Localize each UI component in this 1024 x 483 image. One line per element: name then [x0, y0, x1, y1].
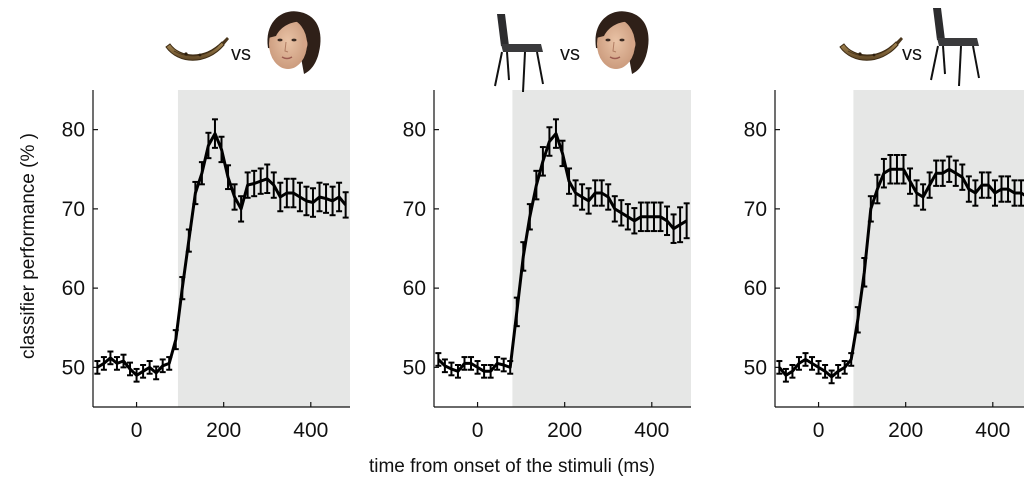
y-tick-label: 70 — [62, 198, 85, 221]
vs-label: vs — [902, 43, 922, 65]
x-tick-label: 200 — [206, 419, 241, 442]
y-tick-label: 70 — [744, 198, 767, 221]
vs-label: vs — [231, 43, 251, 65]
face-icon — [595, 11, 649, 74]
x-axis-title: time from onset of the stimuli (ms) — [369, 456, 655, 477]
x-tick-label: 0 — [813, 419, 825, 442]
banana-icon — [165, 37, 229, 61]
panel-header: vs — [839, 8, 980, 87]
error-bar — [94, 360, 101, 375]
y-tick-label: 80 — [403, 119, 426, 142]
x-tick-label: 0 — [472, 419, 484, 442]
x-tick-label: 200 — [547, 419, 582, 442]
series-line — [778, 167, 1024, 379]
error-bar — [683, 202, 690, 240]
chair-icon — [494, 14, 544, 93]
panel-1: 50 60 70 80 0 200 400 vs — [62, 11, 350, 442]
panel-header: vs — [165, 11, 321, 74]
chair-icon — [930, 8, 980, 87]
y-tick-label: 50 — [403, 356, 426, 379]
panel-header: vs — [494, 11, 649, 93]
y-tick-label: 60 — [403, 277, 426, 300]
x-tick-label: 400 — [634, 419, 669, 442]
y-tick-label: 80 — [744, 119, 767, 142]
shaded-region — [177, 90, 350, 407]
banana-icon — [839, 37, 903, 61]
face-icon — [267, 11, 321, 74]
y-tick-label: 50 — [62, 356, 85, 379]
panel-3: 50 60 70 80 0 200 400 vs — [744, 8, 1024, 442]
y-tick-label: 60 — [62, 277, 85, 300]
series-line — [437, 132, 688, 373]
x-tick-label: 400 — [975, 419, 1010, 442]
panel-2: 50 60 70 80 0 200 400 vs — [403, 11, 691, 442]
y-axis-title: classifier performance (% ) — [18, 133, 39, 359]
shaded-region — [512, 90, 691, 407]
vs-label: vs — [560, 43, 580, 65]
error-bar — [776, 360, 783, 375]
y-tick-label: 60 — [744, 277, 767, 300]
y-tick-label: 70 — [403, 198, 426, 221]
x-tick-label: 400 — [293, 419, 328, 442]
y-tick-label: 50 — [744, 356, 767, 379]
shaded-region — [853, 90, 1024, 407]
series-line — [96, 132, 347, 377]
x-tick-label: 200 — [888, 419, 923, 442]
x-tick-label: 0 — [131, 419, 143, 442]
error-bar — [342, 191, 349, 219]
y-tick-label: 80 — [62, 119, 85, 142]
